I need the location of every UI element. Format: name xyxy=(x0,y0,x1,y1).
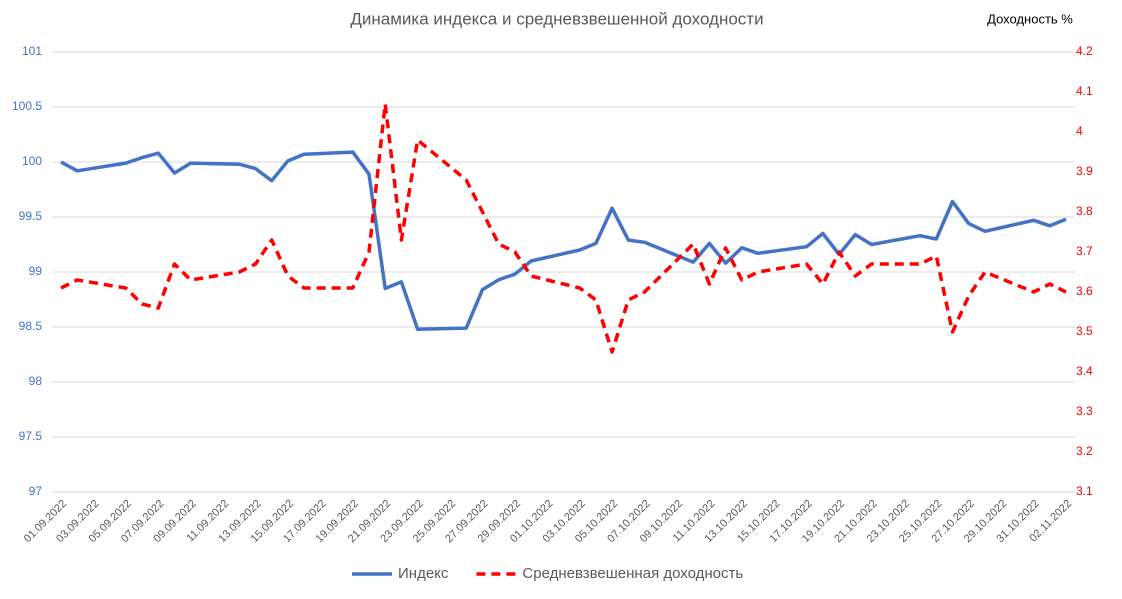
y2-tick-label: 3.3 xyxy=(1076,404,1093,418)
y2-tick-label: 3.8 xyxy=(1076,204,1093,218)
y2-tick-label: 3.6 xyxy=(1076,284,1093,298)
y2-tick-label: 3.7 xyxy=(1076,244,1093,258)
y-tick-label: 98 xyxy=(29,374,43,388)
y-tick-label: 97.5 xyxy=(19,429,43,443)
y2-tick-label: 3.9 xyxy=(1076,164,1093,178)
y2-tick-label: 4.1 xyxy=(1076,84,1093,98)
y-tick-label: 99.5 xyxy=(19,209,43,223)
y-tick-label: 99 xyxy=(29,264,43,278)
data-line xyxy=(60,150,1067,331)
y2-tick-label: 3.5 xyxy=(1076,324,1093,338)
y-tick-label: 100.5 xyxy=(12,99,42,113)
legend-label: Индекс xyxy=(398,565,449,582)
y-tick-label: 97 xyxy=(29,484,43,498)
y-tick-label: 98.5 xyxy=(19,319,43,333)
legend-label: Средневзвешенная доходность xyxy=(522,565,743,582)
y2-tick-label: 4.2 xyxy=(1076,44,1093,58)
y2-tick-label: 3.1 xyxy=(1076,484,1093,498)
y2-axis-title: Доходность % xyxy=(987,11,1073,26)
y-tick-label: 100 xyxy=(22,154,42,168)
y2-tick-label: 3.2 xyxy=(1076,444,1093,458)
y2-tick-label: 3.4 xyxy=(1076,364,1093,378)
y2-tick-label: 4 xyxy=(1076,124,1083,138)
y-tick-label: 101 xyxy=(22,44,42,58)
data-line xyxy=(60,102,1067,354)
chart-title: Динамика индекса и средневзвешенной дохо… xyxy=(350,9,763,28)
